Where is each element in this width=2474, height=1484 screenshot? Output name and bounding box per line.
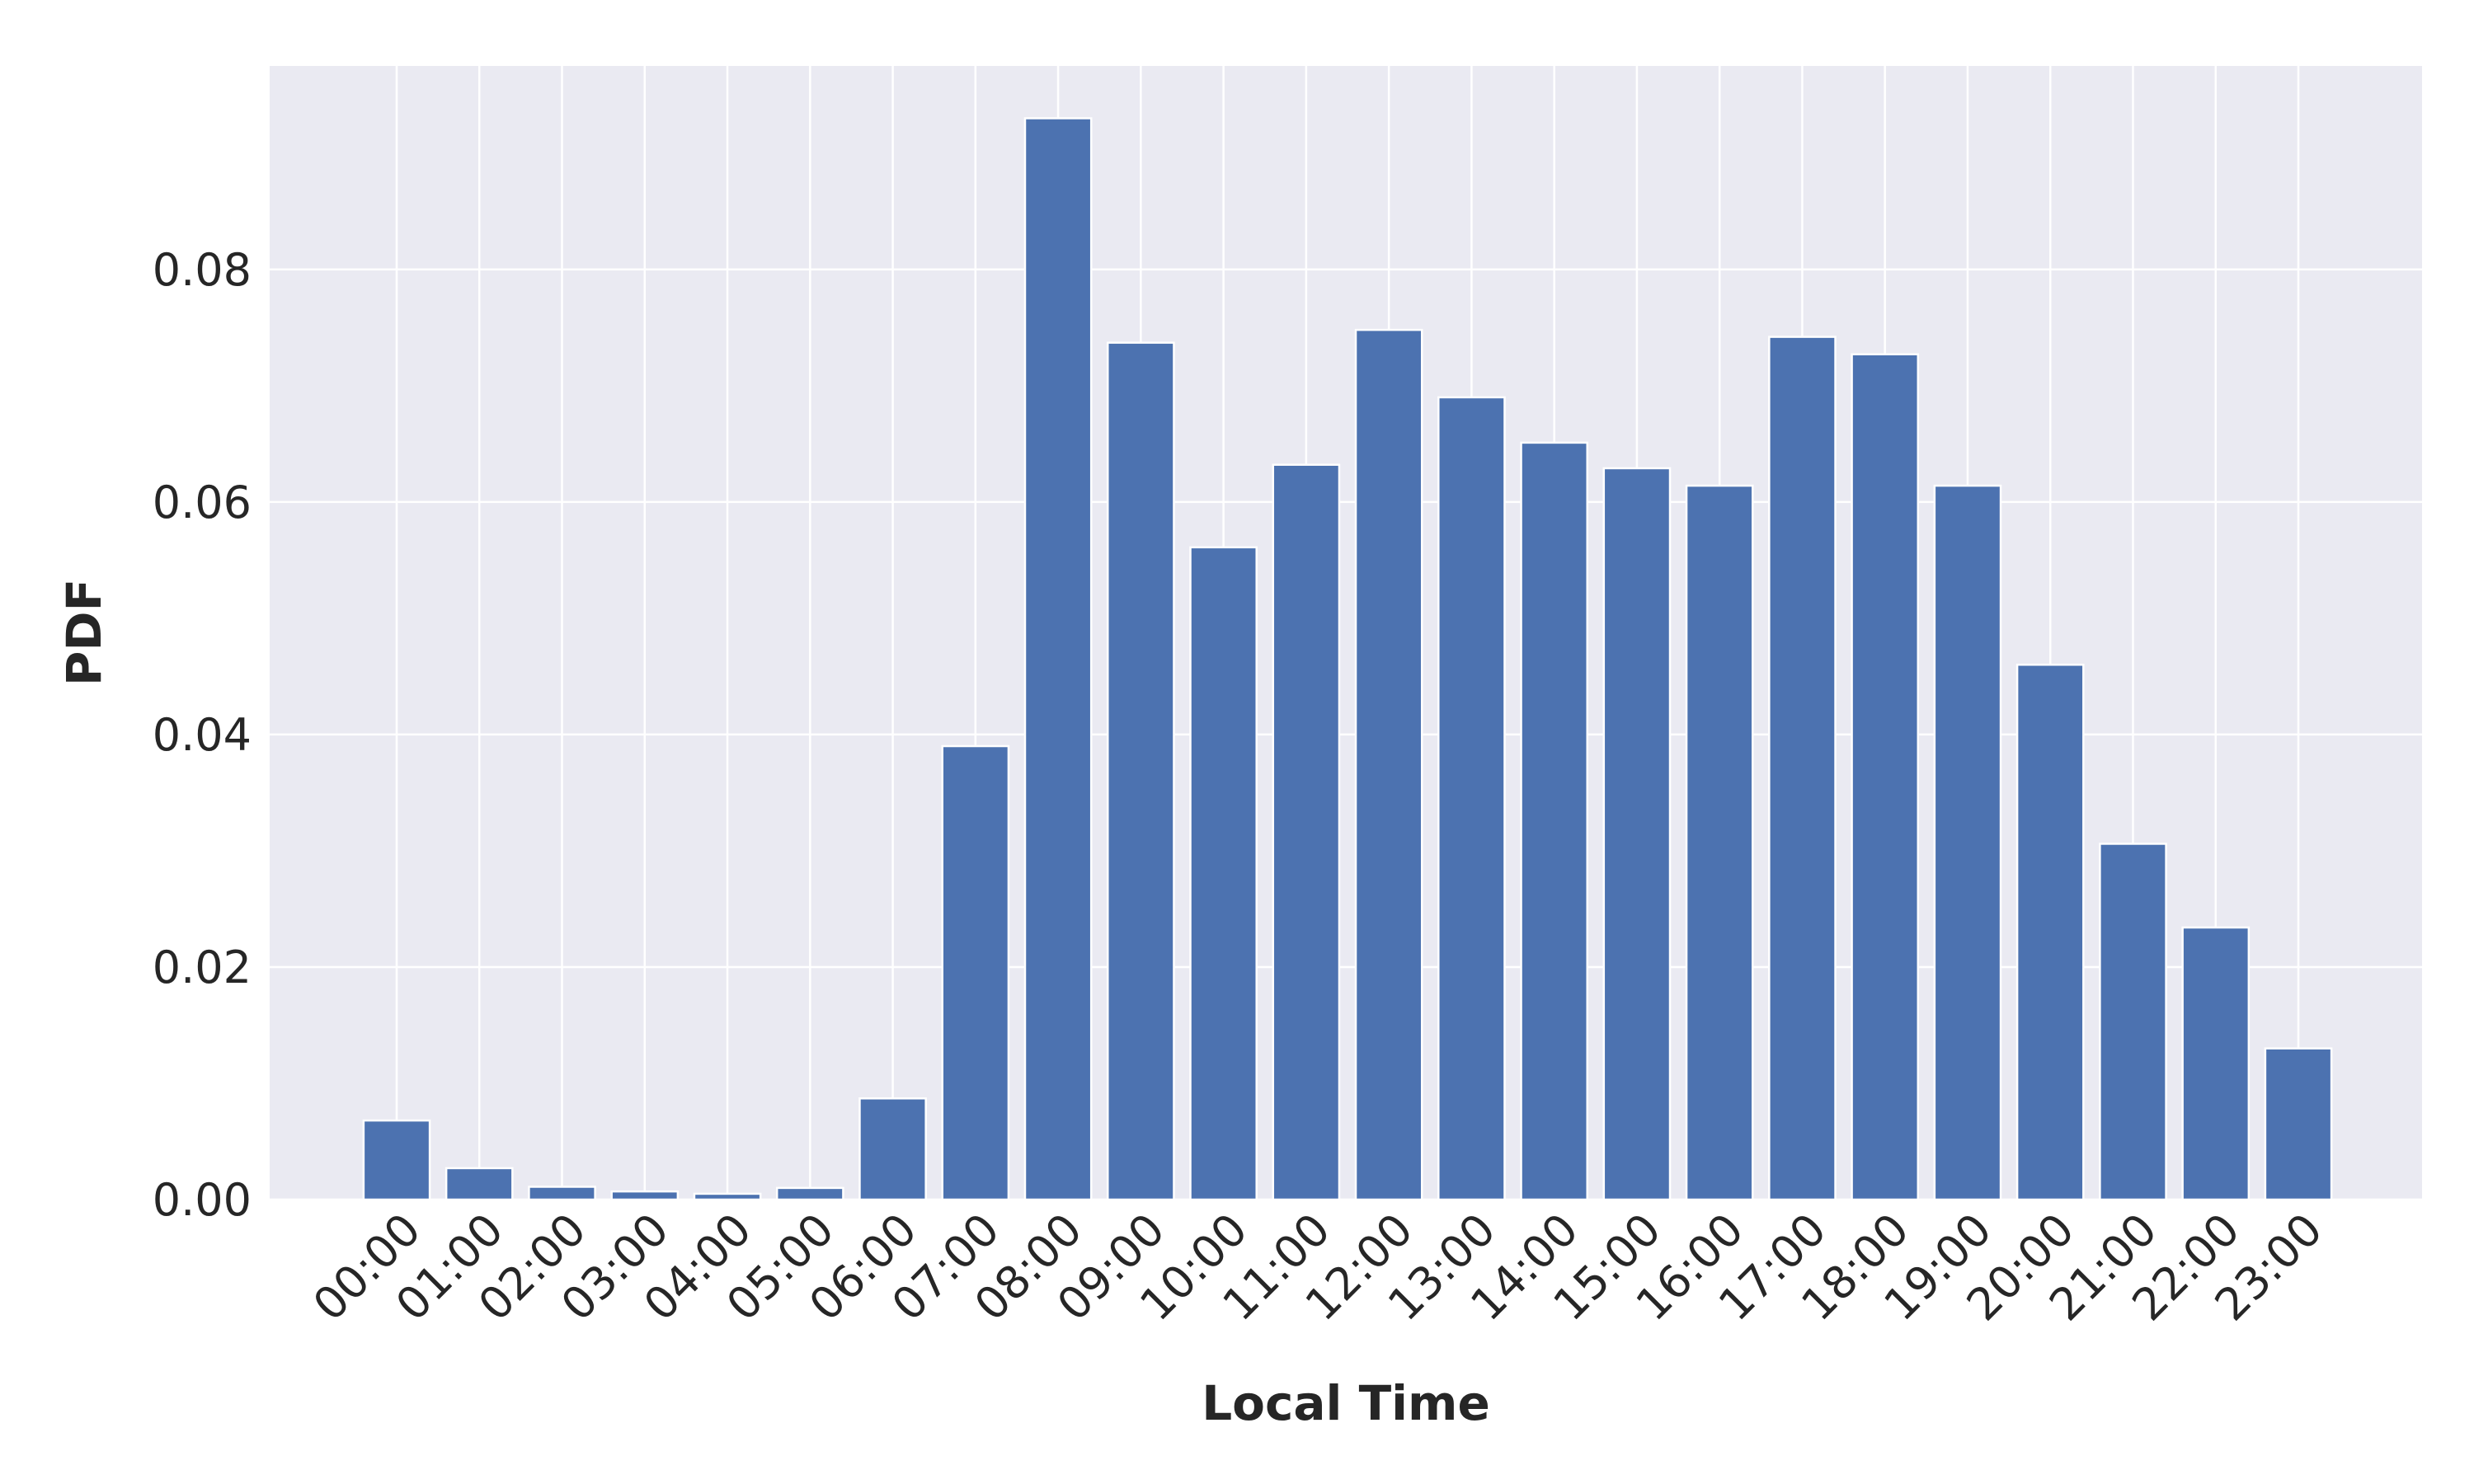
bar-1200 xyxy=(1354,328,1423,1201)
y-tick-label: 0.00 xyxy=(153,1174,252,1226)
bar-1300 xyxy=(1437,396,1506,1201)
bar-1600 xyxy=(1685,484,1754,1201)
y-tick-label: 0.04 xyxy=(153,709,252,761)
bar-1100 xyxy=(1272,463,1341,1201)
bar-1400 xyxy=(1520,441,1589,1201)
bar-0700 xyxy=(941,744,1010,1201)
bar-2000 xyxy=(2015,664,2085,1201)
bar-0400 xyxy=(693,1192,762,1201)
y-tick-label: 0.06 xyxy=(153,477,252,528)
bar-2100 xyxy=(2099,843,2167,1201)
y-axis-label: PDF xyxy=(56,579,112,686)
bar-1700 xyxy=(1768,336,1837,1201)
bar-1900 xyxy=(1933,484,2002,1201)
bar-0100 xyxy=(444,1167,514,1201)
y-tick-label: 0.08 xyxy=(153,244,252,296)
bar-0600 xyxy=(858,1097,927,1201)
bar-2300 xyxy=(2264,1047,2333,1201)
bar-1000 xyxy=(1189,546,1258,1201)
bar-0800 xyxy=(1023,117,1093,1201)
bar-0300 xyxy=(610,1190,680,1201)
bar-2200 xyxy=(2181,926,2251,1201)
x-axis-label: Local Time xyxy=(1202,1375,1490,1431)
bar-1800 xyxy=(1851,353,1920,1201)
bar-0200 xyxy=(528,1186,596,1201)
bar-0500 xyxy=(775,1186,844,1201)
y-tick-label: 0.02 xyxy=(153,942,252,993)
bar-0900 xyxy=(1106,341,1175,1201)
x-tick-labels: 00:0001:0002:0003:0004:0005:0006:0007:00… xyxy=(303,1204,2333,1331)
y-tick-labels: 0.00 0.02 0.04 0.06 0.08 xyxy=(153,244,252,1226)
bar-1500 xyxy=(1602,467,1672,1201)
bar-0000 xyxy=(362,1119,431,1201)
bars xyxy=(362,117,2333,1201)
